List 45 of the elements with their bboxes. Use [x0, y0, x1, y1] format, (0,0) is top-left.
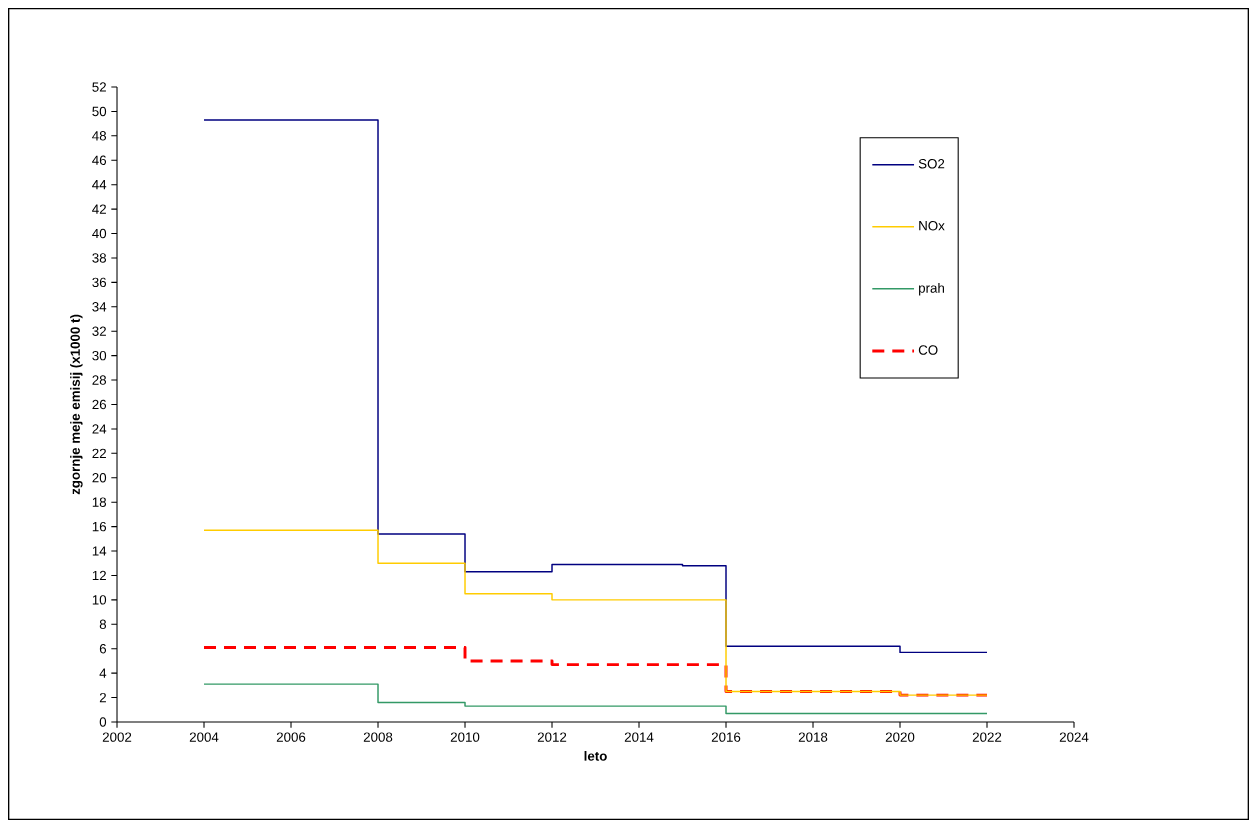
y-tick-label: 36	[92, 277, 107, 288]
y-tick-label: 2	[99, 692, 106, 703]
x-axis-title: leto	[584, 750, 607, 761]
y-tick-label: 26	[92, 399, 107, 410]
x-tick-label: 2016	[711, 732, 741, 742]
x-tick-label: 2024	[1059, 732, 1089, 742]
y-tick-label: 8	[99, 619, 107, 630]
y-tick-label: 40	[92, 228, 107, 239]
legend-label: SO2	[918, 159, 945, 169]
y-tick-label: 10	[92, 595, 107, 605]
y-axis-title: zgornje meje emisij (x1000 t)	[70, 314, 83, 495]
y-tick-label: 44	[92, 180, 107, 190]
y-tick-label: 46	[92, 155, 107, 165]
x-tick-label: 2004	[189, 732, 219, 742]
y-tick-label: 14	[92, 546, 107, 556]
legend-label: prah	[919, 282, 944, 296]
y-tick-label: 30	[92, 350, 107, 361]
y-tick-label: 52	[92, 82, 106, 92]
x-tick-label: 2010	[450, 732, 480, 742]
legend-label: NOx	[919, 221, 945, 231]
y-tick-label: 6	[99, 644, 107, 654]
y-tick-label: 32	[92, 326, 106, 336]
x-tick-label: 2012	[537, 732, 567, 742]
x-tick-label: 2020	[885, 732, 915, 742]
x-tick-label: 2022	[972, 732, 1002, 742]
y-tick-label: 20	[92, 473, 107, 483]
y-tick-label: 28	[92, 375, 107, 385]
y-tick-label: 42	[92, 204, 106, 214]
y-tick-label: 0	[99, 717, 107, 727]
y-tick-label: 24	[92, 424, 107, 434]
y-tick-label: 48	[92, 131, 107, 141]
y-tick-label: 4	[99, 668, 107, 678]
y-tick-label: 50	[92, 106, 107, 117]
y-tick-label: 18	[92, 497, 107, 507]
y-tick-label: 16	[92, 521, 107, 532]
x-tick-label: 2014	[624, 732, 654, 742]
y-tick-label: 34	[92, 302, 107, 312]
x-tick-label: 2018	[798, 732, 828, 742]
y-tick-label: 12	[92, 570, 106, 581]
y-tick-label: 22	[92, 448, 106, 458]
legend-label: CO	[918, 345, 938, 355]
x-tick-label: 2008	[363, 732, 393, 742]
x-tick-label: 2006	[276, 732, 306, 742]
y-tick-label: 38	[92, 253, 107, 263]
x-tick-label: 2002	[102, 732, 132, 742]
